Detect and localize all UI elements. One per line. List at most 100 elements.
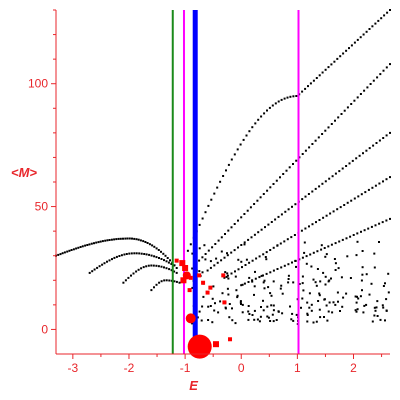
data-point [300, 306, 302, 309]
data-point [283, 264, 286, 267]
data-point [131, 237, 133, 240]
data-point [384, 282, 386, 285]
data-point [106, 239, 109, 242]
data-point [385, 298, 388, 301]
data-point [164, 254, 167, 257]
data-point [240, 260, 243, 263]
data-point [337, 267, 340, 270]
data-point [356, 38, 359, 41]
data-point [371, 186, 374, 189]
data-point [356, 96, 359, 99]
data-point [305, 262, 308, 265]
data-point [201, 256, 204, 259]
red-marker [179, 260, 186, 267]
data-point [234, 270, 236, 273]
data-point [360, 230, 362, 233]
data-point [361, 266, 364, 269]
data-point [356, 232, 359, 235]
data-point [245, 258, 248, 261]
data-point [130, 252, 133, 255]
data-point [247, 305, 250, 307]
data-point [118, 255, 121, 257]
data-point [386, 11, 389, 14]
data-point [328, 177, 331, 180]
data-point [235, 289, 238, 292]
data-point [269, 292, 272, 295]
data-point [216, 261, 219, 264]
data-point [142, 240, 145, 243]
data-point [350, 199, 353, 202]
data-point [331, 311, 334, 314]
data-point [230, 251, 233, 254]
data-point [330, 277, 332, 280]
data-point [167, 261, 170, 264]
data-point [249, 206, 252, 209]
data-point [281, 292, 284, 295]
data-point [286, 238, 289, 241]
data-point [316, 250, 319, 253]
data-point [251, 126, 254, 129]
data-point [262, 193, 265, 195]
data-point [214, 243, 217, 245]
x-axis-label: E [189, 378, 198, 393]
data-point [213, 264, 216, 267]
data-point [163, 279, 166, 282]
data-point [333, 258, 336, 260]
data-point [227, 229, 230, 232]
data-point [101, 240, 104, 243]
data-point [272, 246, 275, 249]
data-point [260, 115, 263, 118]
data-point [287, 278, 290, 280]
data-point [223, 256, 226, 259]
data-point [189, 243, 192, 246]
data-point [150, 254, 153, 257]
data-point [373, 314, 376, 317]
data-point [244, 264, 247, 266]
data-point [147, 264, 150, 267]
data-point [135, 238, 138, 241]
data-point [353, 99, 356, 102]
data-point [307, 193, 310, 195]
data-point [301, 153, 304, 155]
data-point [61, 252, 64, 255]
data-point [262, 281, 265, 284]
data-point [70, 249, 73, 251]
data-point [168, 279, 171, 282]
data-point [365, 30, 368, 33]
data-point [327, 245, 330, 248]
data-point [265, 258, 268, 261]
data-point [162, 252, 165, 255]
data-point [324, 68, 327, 71]
data-point [262, 309, 265, 312]
x-tick-label: -1 [180, 361, 191, 375]
red-marker [185, 313, 196, 324]
data-point [275, 179, 278, 182]
data-point [243, 241, 246, 244]
data-point [269, 186, 272, 189]
data-point [306, 320, 309, 323]
data-point [233, 223, 236, 225]
data-point [66, 250, 69, 253]
data-point [122, 237, 124, 240]
data-point [227, 277, 230, 280]
data-point [374, 22, 377, 25]
data-point [383, 14, 386, 17]
data-point [237, 219, 239, 222]
data-point [366, 86, 369, 89]
data-point [142, 266, 145, 269]
data-point [196, 316, 199, 319]
data-point [93, 242, 95, 245]
data-point [240, 244, 243, 246]
data-point [191, 252, 194, 255]
data-point [286, 96, 289, 99]
data-point [186, 249, 189, 252]
data-point [351, 159, 354, 162]
data-point [384, 319, 386, 322]
data-point [348, 47, 350, 50]
data-point [323, 247, 326, 249]
red-marker [197, 273, 202, 278]
data-point [277, 100, 280, 103]
data-point [346, 106, 349, 109]
data-point [152, 264, 155, 267]
data-point [234, 322, 237, 325]
